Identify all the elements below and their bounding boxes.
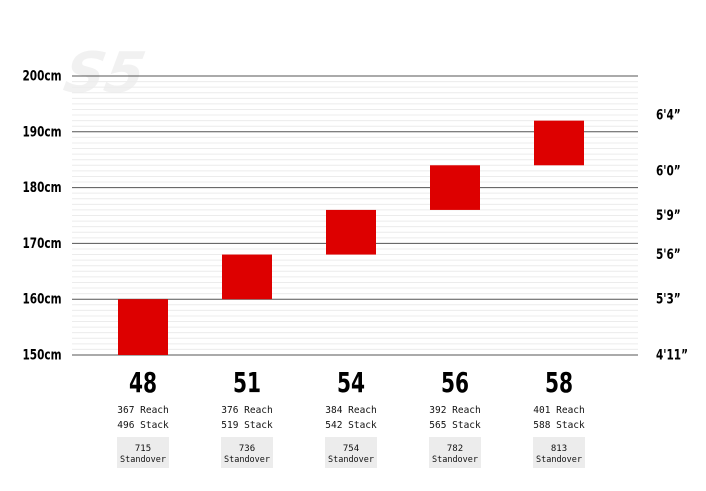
y2-tick-label: 5'6” xyxy=(656,247,681,263)
standover-box xyxy=(221,437,273,468)
standover-label: Standover xyxy=(432,455,478,465)
standover-label: Standover xyxy=(536,455,582,465)
standover-box xyxy=(325,437,377,468)
size-bar-58 xyxy=(534,120,584,166)
size-bar-48 xyxy=(118,299,168,355)
y-tick-label: 170cm xyxy=(22,235,61,251)
stack-value: 542 Stack xyxy=(325,420,377,431)
y2-tick-label: 5'3” xyxy=(656,291,681,307)
standover-label: Standover xyxy=(120,455,166,465)
standover-value: 782 xyxy=(447,444,463,454)
size-labels: 48 51 54 56 58 xyxy=(129,366,573,399)
y-tick-label: 150cm xyxy=(22,347,61,363)
size-label: 58 xyxy=(545,366,573,399)
right-axis-labels: 6'4” 6'0” 5'9” 5'6” 5'3” 4'11” xyxy=(656,107,688,363)
y2-tick-label: 4'11” xyxy=(656,347,688,363)
stack-value: 565 Stack xyxy=(429,420,481,431)
y-tick-label: 180cm xyxy=(22,180,61,196)
standover-box xyxy=(117,437,169,468)
reach-value: 392 Reach xyxy=(429,405,480,416)
size-label: 56 xyxy=(441,366,469,399)
y-tick-label: 190cm xyxy=(22,124,61,140)
size-bar-51 xyxy=(222,254,272,300)
standover-box xyxy=(429,437,481,468)
reach-value: 384 Reach xyxy=(325,405,376,416)
size-label: 48 xyxy=(129,366,157,399)
standover-value: 754 xyxy=(343,444,359,454)
size-range-bars xyxy=(118,120,584,355)
size-bar-56 xyxy=(430,165,480,210)
standover-value: 715 xyxy=(135,444,151,454)
standover-value: 736 xyxy=(239,444,255,454)
reach-value: 367 Reach xyxy=(117,405,168,416)
standover-box xyxy=(533,437,585,468)
size-bar-54 xyxy=(326,209,376,255)
y-tick-label: 160cm xyxy=(22,291,61,307)
y2-tick-label: 6'4” xyxy=(656,107,681,123)
stack-value: 496 Stack xyxy=(117,420,169,431)
stack-value: 588 Stack xyxy=(533,420,585,431)
standover-label: Standover xyxy=(328,455,374,465)
reach-value: 376 Reach xyxy=(221,405,272,416)
watermark-logo: S5 xyxy=(59,41,150,106)
standover-label: Standover xyxy=(224,455,270,465)
left-axis-labels: 200cm 190cm 180cm 170cm 160cm 150cm xyxy=(22,68,61,363)
standover-value: 813 xyxy=(551,444,567,454)
y-tick-label: 200cm xyxy=(22,68,61,84)
stack-value: 519 Stack xyxy=(221,420,273,431)
size-label: 54 xyxy=(337,366,365,399)
reach-value: 401 Reach xyxy=(533,405,584,416)
y2-tick-label: 6'0” xyxy=(656,163,681,179)
y2-tick-label: 5'9” xyxy=(656,208,681,224)
size-label: 51 xyxy=(233,366,261,399)
